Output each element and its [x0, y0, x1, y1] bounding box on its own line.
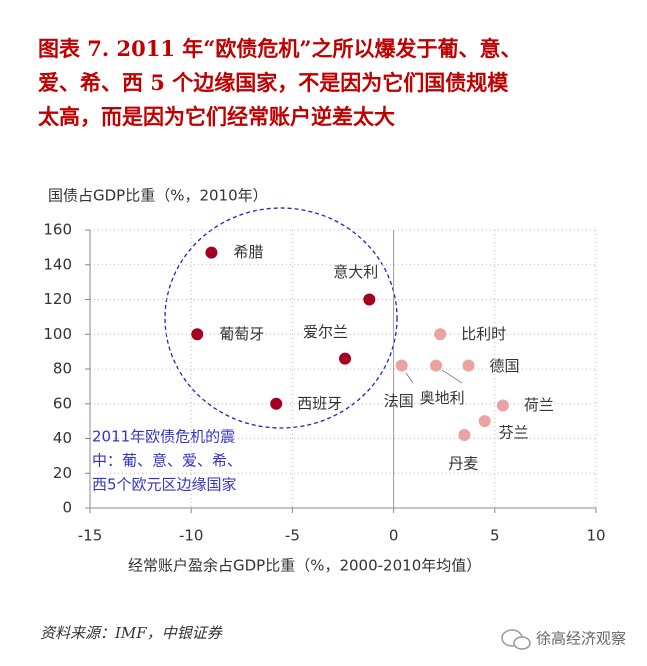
point-label: 葡萄牙 [219, 325, 264, 343]
y-tick-label: 160 [43, 221, 72, 239]
point [430, 359, 443, 372]
x-tick-label: 5 [490, 527, 500, 545]
annotation: 西5个欧元区边缘国家 [92, 476, 237, 494]
point [458, 429, 471, 442]
point [478, 415, 491, 428]
point-label: 奥地利 [420, 389, 465, 407]
point [395, 359, 408, 372]
y-tick-label: 100 [43, 325, 72, 343]
y-tick-label: 120 [43, 290, 72, 308]
point [434, 328, 447, 341]
x-tick-label: -5 [285, 527, 300, 545]
y-tick-label: 80 [53, 360, 72, 378]
x-axis-label: 经常账户盈余占GDP比重（%，2000-2010年均值） [128, 557, 481, 575]
watermark: 徐高经济观察 [536, 630, 626, 648]
watermark-icon [501, 629, 531, 650]
point-label: 荷兰 [524, 396, 554, 414]
y-tick-label: 60 [53, 394, 72, 412]
annotation: 中：葡、意、爱、希、 [92, 452, 242, 470]
point-label: 芬兰 [499, 424, 529, 442]
point-label: 希腊 [233, 243, 263, 261]
chart-title: 爱、希、西 5 个边缘国家，不是因为它们国债规模 [38, 70, 509, 95]
point [496, 399, 509, 412]
x-tick-label: -15 [78, 527, 103, 545]
point-label: 爱尔兰 [303, 323, 348, 341]
x-tick-label: 0 [389, 527, 399, 545]
source: 资料来源：IMF，中银证券 [40, 624, 223, 642]
point-label: 比利时 [461, 325, 506, 343]
point [462, 359, 475, 372]
y-tick-label: 140 [43, 255, 72, 273]
chart-title: 图表 7. 2011 年“欧债危机”之所以爆发于葡、意、 [38, 36, 521, 61]
point-label: 丹麦 [448, 455, 478, 473]
point [205, 246, 218, 259]
x-tick-label: 10 [586, 527, 605, 545]
point [270, 397, 283, 410]
y-axis-label: 国债占GDP比重（%，2010年） [48, 187, 268, 205]
point [339, 352, 352, 365]
point [191, 328, 204, 341]
annotation: 2011年欧债危机的震 [92, 428, 235, 446]
y-tick-label: 0 [62, 499, 72, 517]
y-tick-label: 40 [53, 429, 72, 447]
leader-line [441, 369, 463, 384]
y-tick-label: 20 [53, 464, 72, 482]
point-label: 法国 [384, 392, 414, 410]
leader-line [405, 372, 414, 384]
highlight-circle [164, 207, 398, 429]
chart-title: 太高，而是因为它们经常账户逆差太大 [38, 104, 395, 129]
x-tick-label: -10 [179, 527, 204, 545]
point-label: 意大利 [333, 263, 378, 281]
point-label: 德国 [489, 357, 519, 375]
point [363, 293, 376, 306]
point-label: 西班牙 [297, 394, 342, 412]
